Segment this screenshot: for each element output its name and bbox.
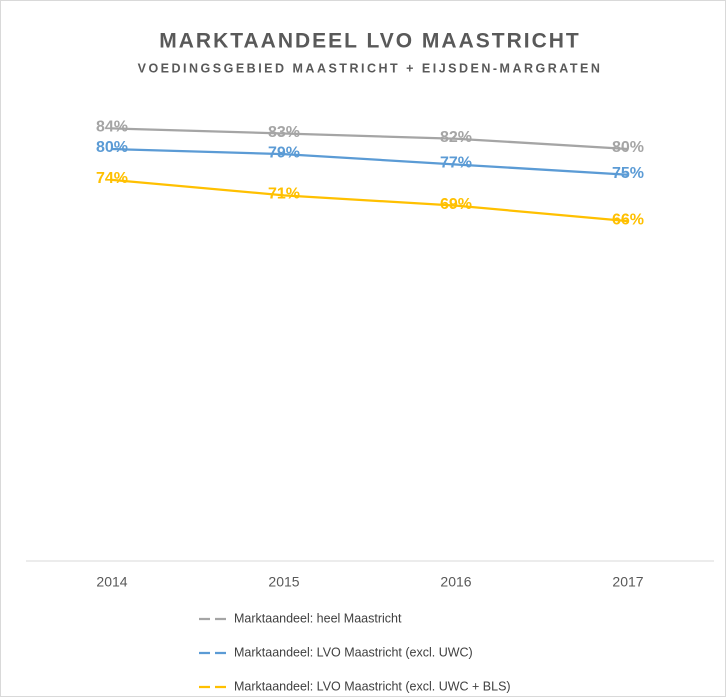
x-tick-label: 2015 xyxy=(268,574,299,590)
legend-label: Marktaandeel: LVO Maastricht (excl. UWC … xyxy=(234,679,511,693)
data-label: 75% xyxy=(612,165,644,182)
data-label: 74% xyxy=(96,170,128,187)
data-label: 71% xyxy=(268,186,300,203)
legend-label: Marktaandeel: LVO Maastricht (excl. UWC) xyxy=(234,645,473,659)
data-label: 84% xyxy=(96,119,128,136)
data-label: 80% xyxy=(96,139,128,156)
legend-label: Marktaandeel: heel Maastricht xyxy=(234,611,402,625)
data-label: 69% xyxy=(440,196,472,213)
x-tick-label: 2017 xyxy=(612,574,643,590)
series-line xyxy=(111,147,629,176)
x-tick-label: 2016 xyxy=(440,574,471,590)
series-line xyxy=(111,178,629,223)
series-line xyxy=(111,127,629,151)
data-label: 80% xyxy=(612,139,644,156)
chart-subtitle: VOEDINGSGEBIED MAASTRICHT + EIJSDEN-MARG… xyxy=(138,61,603,75)
x-tick-label: 2014 xyxy=(96,574,127,590)
data-label: 77% xyxy=(440,155,472,172)
data-label: 83% xyxy=(268,124,300,141)
data-label: 79% xyxy=(268,144,300,161)
chart-title: MARKTAANDEEL LVO MAASTRICHT xyxy=(159,30,580,53)
data-label: 66% xyxy=(612,211,644,228)
data-label: 82% xyxy=(440,129,472,146)
